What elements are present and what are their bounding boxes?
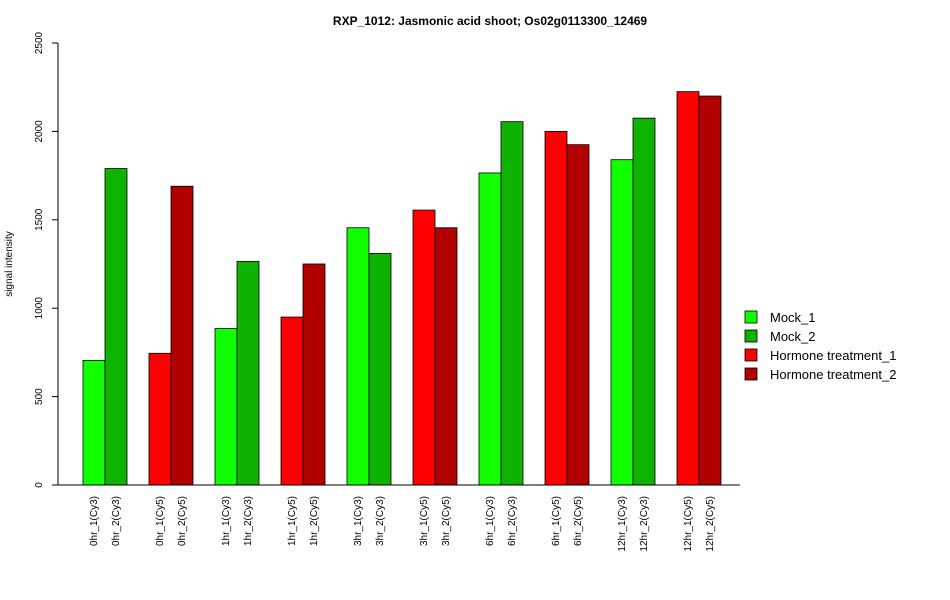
x-tick-label: 6hr_2(Cy3) — [507, 496, 518, 546]
bar — [214, 328, 238, 486]
x-tick-label: 0hr_2(Cy3) — [111, 496, 122, 546]
y-tick-label: 1000 — [34, 297, 45, 320]
legend-swatch — [744, 348, 758, 362]
bar — [632, 117, 656, 486]
x-tick-label: 3hr_1(Cy5) — [419, 496, 430, 546]
y-axis: 0 500 1000 1500 2000 2500 — [34, 31, 59, 488]
x-axis: 0hr_1(Cy3) 0hr_2(Cy3) 0hr_1(Cy5) 0hr_2(Cy5)… — [58, 484, 740, 552]
legend-label: Mock_2 — [770, 329, 816, 344]
bar — [104, 168, 128, 486]
x-tick-label: 3hr_2(Cy5) — [441, 496, 452, 546]
x-tick-label: 0hr_2(Cy5) — [177, 496, 188, 546]
x-tick-label: 1hr_1(Cy5) — [287, 496, 298, 546]
x-tick-label: 6hr_1(Cy5) — [551, 496, 562, 546]
bar — [610, 159, 634, 486]
x-tick-label: 12hr_1(Cy3) — [617, 496, 628, 552]
x-tick-label: 12hr_2(Cy3) — [639, 496, 650, 552]
y-tick-label: 2000 — [34, 120, 45, 143]
bar — [478, 172, 502, 486]
legend-label: Hormone treatment_2 — [770, 367, 896, 382]
x-tick-label: 6hr_2(Cy5) — [573, 496, 584, 546]
x-tick-label: 6hr_1(Cy3) — [485, 496, 496, 546]
x-tick-label: 1hr_2(Cy3) — [243, 496, 254, 546]
x-tick-label: 12hr_2(Cy5) — [705, 496, 716, 552]
x-tick-label: 3hr_1(Cy3) — [353, 496, 364, 546]
y-tick-label: 500 — [34, 388, 45, 405]
x-tick-label: 3hr_2(Cy3) — [375, 496, 386, 546]
bar — [698, 95, 722, 486]
y-tick-label: 1500 — [34, 208, 45, 231]
x-tick-label: 0hr_1(Cy3) — [89, 496, 100, 546]
bar — [170, 185, 194, 486]
bar — [676, 91, 700, 486]
legend-label: Mock_1 — [770, 310, 816, 325]
x-tick-label: 12hr_1(Cy5) — [683, 496, 694, 552]
bar — [566, 144, 590, 486]
x-tick-label: 1hr_1(Cy3) — [221, 496, 232, 546]
bar — [236, 260, 260, 486]
y-tick-label: 0 — [34, 482, 45, 488]
bar — [500, 121, 524, 486]
legend-label: Hormone treatment_1 — [770, 348, 896, 363]
legend: Mock_1 Mock_2 Hormone treatment_1 Hormone t… — [744, 310, 896, 382]
legend-swatch — [744, 329, 758, 343]
x-tick-label: 0hr_1(Cy5) — [155, 496, 166, 546]
bar — [346, 227, 370, 486]
bar — [82, 359, 106, 486]
bar — [368, 252, 392, 486]
bar — [544, 130, 568, 486]
bar — [434, 227, 458, 486]
bar — [148, 352, 172, 486]
legend-swatch — [744, 367, 758, 381]
x-tick-label: 1hr_2(Cy5) — [309, 496, 320, 546]
bar — [280, 316, 304, 486]
y-tick-label: 2500 — [34, 31, 45, 54]
bar — [302, 263, 326, 486]
legend-swatch — [744, 310, 758, 324]
chart-title: RXP_1012: Jasmonic acid shoot; Os02g0113… — [333, 14, 648, 28]
y-axis-label: signal intensity — [4, 231, 15, 297]
bar — [412, 209, 436, 486]
bars — [82, 91, 722, 486]
